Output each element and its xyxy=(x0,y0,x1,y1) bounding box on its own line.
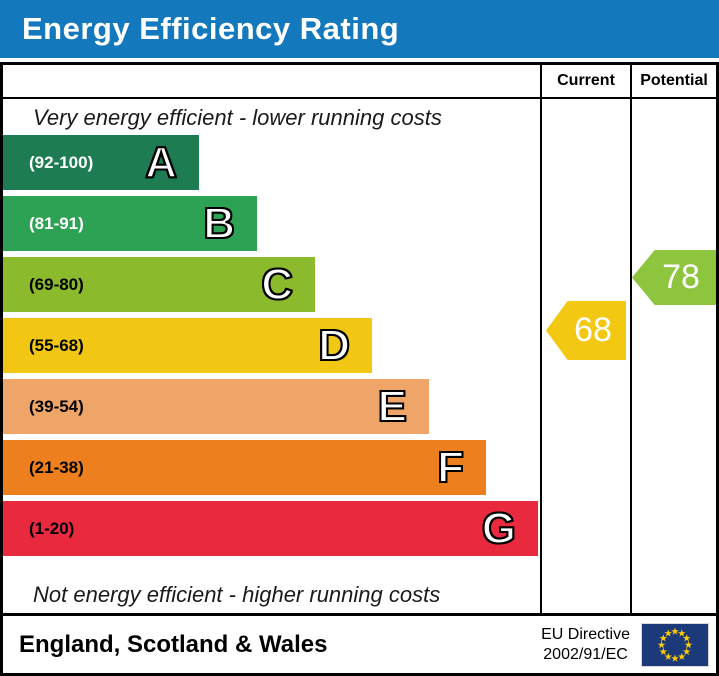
band-g-range: (1-20) xyxy=(29,518,75,538)
potential-rating-arrow: 78 xyxy=(632,250,716,305)
current-rating-arrow: 68 xyxy=(546,301,626,360)
band-a-letter: A xyxy=(144,137,178,187)
footer: England, Scotland & Wales EU Directive 2… xyxy=(0,613,719,676)
page-title: Energy Efficiency Rating xyxy=(22,11,400,46)
potential-column-divider xyxy=(630,65,632,613)
column-header-potential: Potential xyxy=(640,72,708,89)
band-b-letter: B xyxy=(202,198,236,248)
eu-directive-line1: EU Directive xyxy=(541,625,630,643)
band-e-range: (39-54) xyxy=(29,396,84,416)
top-note: Very energy efficient - lower running co… xyxy=(33,105,442,130)
band-e: (39-54) E xyxy=(3,379,429,434)
region-label: England, Scotland & Wales xyxy=(19,630,328,658)
current-column-divider xyxy=(540,65,542,613)
band-b: (81-91) B xyxy=(3,196,257,251)
band-a: (92-100) A xyxy=(3,135,199,190)
current-rating-value: 68 xyxy=(574,311,612,349)
eu-directive-line2: 2002/91/EC xyxy=(543,645,628,663)
band-c: (69-80) C xyxy=(3,257,315,312)
bottom-note: Not energy efficient - higher running co… xyxy=(33,582,441,607)
band-d-letter: D xyxy=(317,320,351,370)
band-f-letter: F xyxy=(436,442,465,492)
band-g: (1-20) G xyxy=(3,501,538,556)
band-c-range: (69-80) xyxy=(29,274,84,294)
rating-bands: (92-100) A (81-91) B (69-80) C (55-68) D… xyxy=(3,135,538,562)
band-d-range: (55-68) xyxy=(29,335,84,355)
band-a-range: (92-100) xyxy=(29,152,94,172)
band-e-letter: E xyxy=(377,381,408,431)
band-f-range: (21-38) xyxy=(29,457,84,477)
rating-chart: Current Potential Very energy efficient … xyxy=(0,62,719,616)
band-c-letter: C xyxy=(260,259,294,309)
column-header-current: Current xyxy=(557,72,615,89)
eu-flag-icon xyxy=(641,622,709,667)
title-bar: Energy Efficiency Rating xyxy=(0,0,719,58)
band-d: (55-68) D xyxy=(3,318,372,373)
column-header-row: Current Potential xyxy=(3,65,716,99)
band-g-letter: G xyxy=(481,503,517,553)
eu-directive-text: EU Directive 2002/91/EC xyxy=(541,625,630,665)
band-b-range: (81-91) xyxy=(29,213,84,233)
potential-rating-value: 78 xyxy=(662,258,700,296)
band-f: (21-38) F xyxy=(3,440,486,495)
